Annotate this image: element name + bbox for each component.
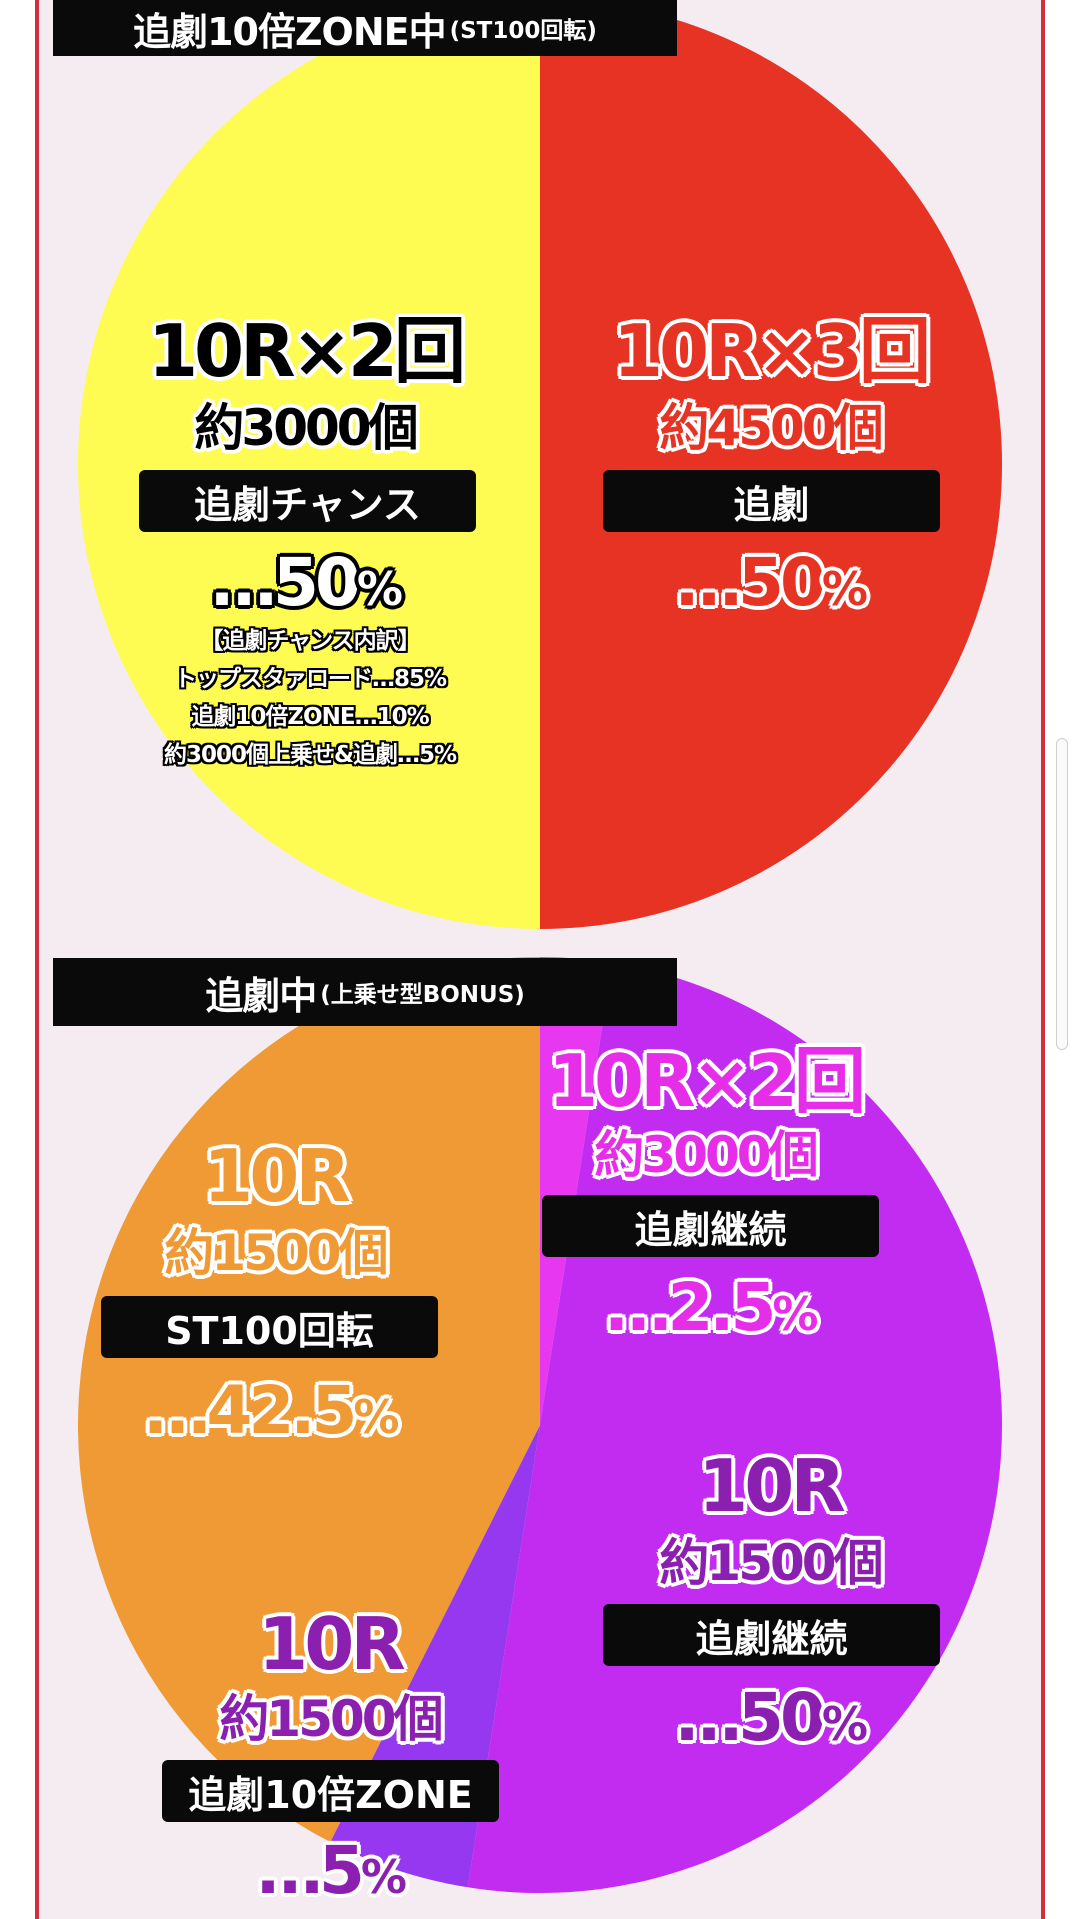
pie-slice: [540, 957, 613, 1425]
slice-rounds-label: 10R: [203, 1134, 351, 1218]
pie-chart-zone: [78, 0, 1002, 929]
slice-name-label: 追劇継続: [695, 1616, 848, 1661]
slice-name-box: 追劇継続: [542, 1195, 879, 1257]
pie-slice: [78, 0, 540, 929]
percent-value: …50: [211, 544, 361, 621]
slice-name-label: 追劇チャンス: [194, 482, 421, 527]
slice-balls-label: 約1500個: [219, 1690, 443, 1748]
percent-value: …5: [256, 1832, 365, 1909]
slice-name-label: ST100回転: [165, 1308, 374, 1353]
slice-balls-label: 約4500個: [659, 399, 883, 457]
breakdown-item: トップスタァロード…85%: [173, 666, 447, 692]
slice-name-box: 追劇継続: [603, 1604, 940, 1666]
slice-name-label: 追劇: [733, 482, 810, 527]
slice-name-box: ST100回転: [101, 1296, 438, 1358]
slice-rounds-label: 10R×2回: [547, 1039, 866, 1123]
percent-unit: %: [821, 562, 868, 616]
percent-value: …50: [676, 544, 826, 621]
breakdown-title: 【追劇チャンス内訳】: [200, 628, 420, 654]
slice-name-box: 追劇チャンス: [139, 470, 476, 532]
slice-percent-label: …2.5%: [560, 1275, 860, 1341]
percent-unit: %: [360, 1850, 407, 1904]
slice-balls-label: 約3000個: [594, 1126, 818, 1184]
percent-value: …42.5: [144, 1372, 358, 1449]
percent-value: …50: [676, 1679, 826, 1756]
slice-percent-label: …50%: [150, 550, 460, 616]
slice-balls-label: 約3000個: [194, 399, 418, 457]
slice-rounds-label: 10R: [258, 1602, 406, 1686]
slice-rounds-label: 10R×2回: [147, 309, 466, 393]
slice-balls-label: 約1500個: [659, 1534, 883, 1592]
chart-title: 追劇中: [205, 973, 317, 1018]
chart-subtitle: (上乗せ型BONUS): [320, 982, 525, 1008]
slice-percent-label: …50%: [615, 1685, 925, 1751]
percent-unit: %: [772, 1287, 818, 1341]
slice-name-box: 追劇10倍ZONE: [162, 1760, 499, 1822]
chart-title: 追劇10倍ZONE中: [133, 9, 446, 54]
pie-slice: [540, 0, 1002, 929]
pie-slice: [77, 957, 540, 1842]
slice-percent-label: …50%: [615, 550, 925, 616]
percent-unit: %: [821, 1697, 868, 1751]
slice-percent-label: …42.5%: [115, 1378, 425, 1444]
scrollbar[interactable]: [1056, 738, 1068, 1050]
slice-name-label: 追劇10倍ZONE: [188, 1772, 473, 1817]
percent-unit: %: [356, 562, 403, 616]
section-title-tsugeki: 追劇中 (上乗せ型BONUS): [53, 958, 677, 1026]
slice-rounds-label: 10R: [698, 1444, 846, 1528]
slice-balls-label: 約1500個: [164, 1224, 388, 1282]
slice-percent-label: …5%: [180, 1838, 480, 1904]
chart-subtitle: (ST100回転): [449, 18, 597, 44]
slice-name-box: 追劇: [603, 470, 940, 532]
percent-value: …2.5: [605, 1269, 776, 1346]
section-title-zone: 追劇10倍ZONE中 (ST100回転): [53, 0, 677, 56]
breakdown-item: 追劇10倍ZONE…10%: [191, 704, 429, 730]
slice-name-label: 追劇継続: [634, 1207, 787, 1252]
slice-rounds-label: 10R×3回: [612, 309, 931, 393]
percent-unit: %: [353, 1390, 399, 1444]
breakdown-item: 約3000個上乗せ&追劇…5%: [163, 742, 457, 768]
